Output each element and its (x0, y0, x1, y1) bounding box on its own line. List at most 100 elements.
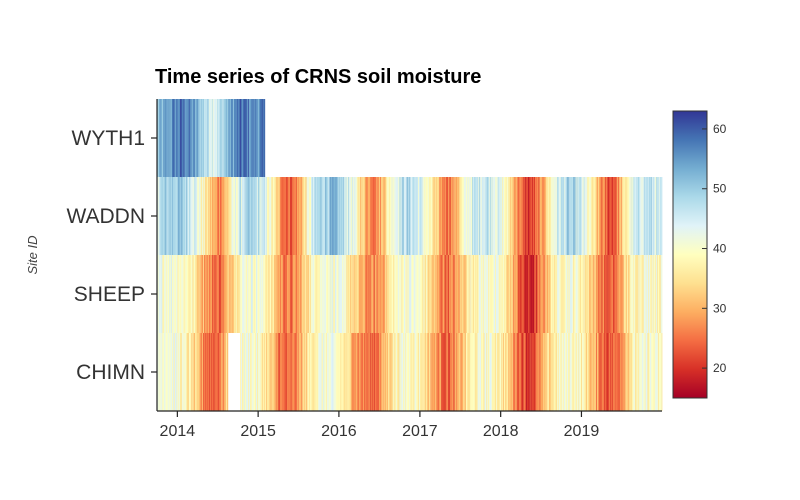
heatmap-cell-waddn (490, 177, 493, 255)
heatmap-cell-sheep (599, 255, 601, 333)
heatmap-cell-sheep (645, 255, 647, 333)
heatmap-cell-chimn (167, 333, 169, 411)
heatmap-cell-sheep (403, 255, 405, 333)
heatmap-cell-sheep (613, 255, 616, 333)
heatmap-cell-sheep (512, 255, 515, 333)
heatmap-cell-chimn (648, 333, 650, 411)
heatmap-cell-waddn (658, 177, 661, 255)
heatmap-cell-waddn (626, 177, 628, 255)
heatmap-cell-chimn (276, 333, 278, 411)
heatmap-cell-chimn (350, 333, 353, 411)
heatmap-cell-chimn (428, 333, 431, 411)
heatmap-cell-sheep (464, 255, 466, 333)
heatmap-cell-waddn (578, 177, 580, 255)
heatmap-cell-waddn (551, 177, 554, 255)
heatmap-cell-chimn (611, 333, 613, 411)
heatmap-cell-chimn (610, 333, 612, 411)
heatmap-cell-sheep (426, 255, 429, 333)
heatmap-cell-chimn (296, 333, 299, 411)
heatmap-cell-sheep (372, 255, 375, 333)
heatmap-cell-waddn (510, 177, 512, 255)
heatmap-cell-waddn (228, 177, 230, 255)
heatmap-cell-waddn (482, 177, 485, 255)
heatmap-cell-wyth1 (216, 99, 218, 177)
heatmap-cell-waddn (328, 177, 331, 255)
heatmap-cell-chimn (640, 333, 642, 411)
x-tick-label: 2014 (160, 423, 196, 440)
heatmap-cell-chimn (544, 333, 546, 411)
heatmap-cell-sheep (221, 255, 223, 333)
heatmap-cell-sheep (362, 255, 364, 333)
heatmap-cell-chimn (604, 333, 606, 411)
heatmap-cell-sheep (471, 255, 473, 333)
heatmap-cell-chimn (575, 333, 577, 411)
heatmap-cell-chimn (408, 333, 410, 411)
heatmap-cell-chimn (392, 333, 394, 411)
heatmap-cell-chimn (637, 333, 639, 411)
heatmap-cell-waddn (612, 177, 615, 255)
heatmap-cell-waddn (638, 177, 640, 255)
heatmap-cell-sheep (440, 255, 442, 333)
heatmap-cell-waddn (303, 177, 306, 255)
heatmap-cell-sheep (619, 255, 622, 333)
heatmap-cell-chimn (268, 333, 270, 411)
heatmap-cell-waddn (203, 177, 205, 255)
heatmap-cell-chimn (563, 333, 565, 411)
heatmap-cell-waddn (431, 177, 433, 255)
heatmap-cell-sheep (484, 255, 486, 333)
heatmap-cell-waddn (542, 177, 545, 255)
heatmap-cell-chimn (485, 333, 487, 411)
heatmap-cell-waddn (173, 177, 176, 255)
heatmap-cell-sheep (415, 255, 417, 333)
heatmap-cell-waddn (590, 177, 593, 255)
heatmap-cell-waddn (650, 177, 653, 255)
heatmap-cell-wyth1 (213, 99, 215, 177)
heatmap-cell-waddn (363, 177, 365, 255)
heatmap-cell-waddn (554, 177, 556, 255)
heatmap-cell-sheep (443, 255, 446, 333)
heatmap-cell-chimn (559, 333, 562, 411)
heatmap-cell-chimn (262, 333, 264, 411)
heatmap-cell-waddn (498, 177, 500, 255)
heatmap-cell-sheep (336, 255, 338, 333)
heatmap-cell-sheep (505, 255, 508, 333)
heatmap-cell-chimn (301, 333, 303, 411)
heatmap-cell-chimn (272, 333, 274, 411)
heatmap-cell-waddn (507, 177, 509, 255)
heatmap-cell-sheep (213, 255, 215, 333)
heatmap-cell-chimn (157, 333, 160, 411)
heatmap-cell-chimn (630, 333, 632, 411)
heatmap-cell-chimn (621, 333, 624, 411)
heatmap-cell-sheep (401, 255, 403, 333)
heatmap-cell-chimn (573, 333, 575, 411)
heatmap-cell-sheep (273, 255, 276, 333)
heatmap-cell-wyth1 (207, 99, 209, 177)
heatmap-cell-waddn (397, 177, 400, 255)
heatmap-cell-sheep (543, 255, 546, 333)
heatmap-cell-waddn (409, 177, 411, 255)
heatmap-cell-sheep (455, 255, 457, 333)
y-axis-title: Site ID (25, 235, 40, 274)
heatmap-cell-chimn (215, 333, 217, 411)
heatmap-cell-waddn (567, 177, 570, 255)
heatmap-cell-chimn (349, 333, 351, 411)
heatmap-cell-chimn (658, 333, 660, 411)
heatmap-cell-waddn (653, 177, 655, 255)
heatmap-cell-sheep (371, 255, 373, 333)
colorbar-gradient (672, 110, 708, 399)
heatmap-cell-chimn (598, 333, 600, 411)
heatmap-cell-chimn (471, 333, 473, 411)
heatmap-cell-sheep (450, 255, 452, 333)
heatmap-cell-waddn (280, 177, 282, 255)
heatmap-cell-wyth1 (225, 99, 227, 177)
heatmap-cell-waddn (357, 177, 359, 255)
heatmap-cell-waddn (229, 177, 231, 255)
heatmap-cell-waddn (547, 177, 549, 255)
heatmap-cell-chimn (427, 333, 430, 411)
heatmap-cell-waddn (193, 177, 195, 255)
heatmap-cell-sheep (280, 255, 282, 333)
heatmap-cell-chimn (247, 333, 249, 411)
heatmap-cell-chimn (325, 333, 327, 411)
heatmap-cell-waddn (265, 177, 268, 255)
heatmap-cell-waddn (520, 177, 523, 255)
